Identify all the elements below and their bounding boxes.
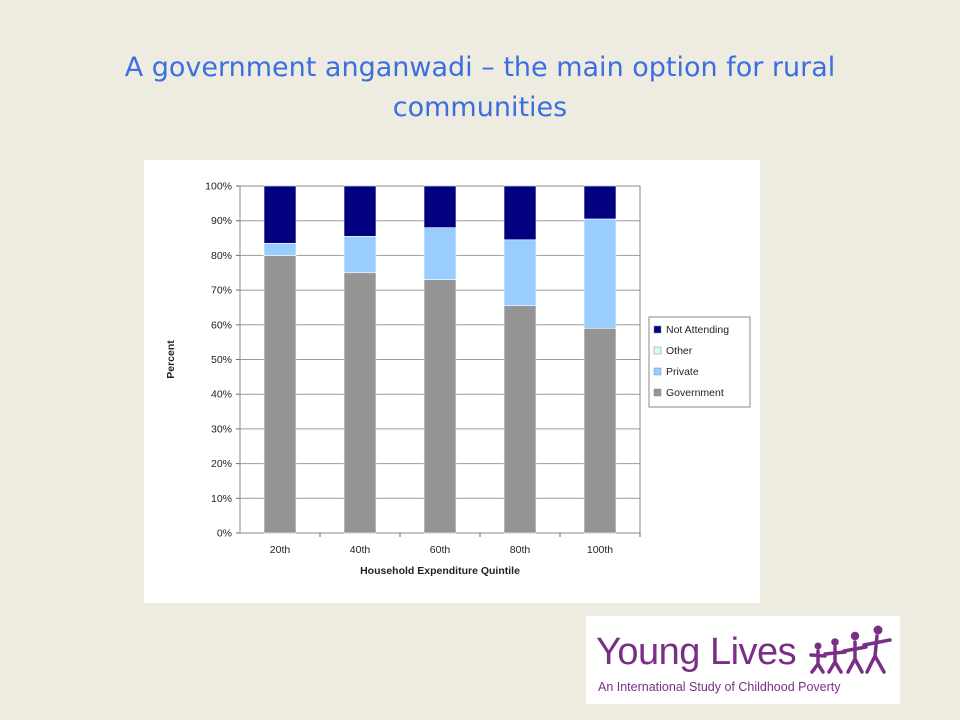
x-tick-label: 40th: [350, 544, 371, 556]
bar-segment-government: [423, 279, 457, 534]
stacked-bar-chart: 0% 10% 20% 30% 40% 50% 60% 70% 80% 90% 100% 20th 40t…: [165, 181, 751, 577]
x-tick-label: 20th: [270, 544, 291, 556]
y-tick-label: 80%: [211, 250, 232, 262]
logo-name: Young Lives: [596, 631, 797, 673]
legend-swatch: [653, 346, 662, 355]
bar-segment-not-attending: [263, 185, 297, 244]
bar-segment-not-attending: [343, 185, 377, 237]
bar-segment-government: [503, 305, 537, 534]
y-tick-label: 50%: [211, 354, 232, 366]
bar-segment-private: [583, 218, 617, 329]
x-tick-label: 60th: [430, 544, 451, 556]
slide-title-line-2: communities: [392, 92, 568, 123]
legend-label: Not Attending: [666, 324, 729, 336]
x-axis-title: Household Expenditure Quintile: [360, 565, 520, 577]
y-tick-label: 70%: [211, 285, 232, 297]
chart-panel: 0% 10% 20% 30% 40% 50% 60% 70% 80% 90% 100% 20th 40t…: [144, 160, 760, 603]
logo-tagline: An International Study of Childhood Pove…: [598, 680, 841, 694]
legend-label: Private: [666, 366, 699, 378]
bar-segment-government: [343, 272, 377, 534]
x-tick-label: 100th: [587, 544, 613, 556]
y-tick-label: 10%: [211, 493, 232, 505]
y-tick-label: 100%: [205, 181, 232, 193]
y-tick-label: 90%: [211, 215, 232, 227]
bar-segment-private: [263, 242, 297, 256]
bar-segment-private: [343, 236, 377, 274]
y-axis-title: Percent: [165, 340, 177, 379]
bar-segment-government: [263, 255, 297, 534]
legend-label: Government: [666, 387, 724, 399]
x-tick-label: 80th: [510, 544, 531, 556]
y-tick-label: 60%: [211, 319, 232, 331]
bar-segment-government: [583, 327, 617, 534]
children-figures-icon: [809, 625, 892, 674]
legend-swatch: [653, 325, 662, 334]
bar-segment-private: [503, 239, 537, 307]
y-tick-label: 20%: [211, 458, 232, 470]
y-tick-label: 40%: [211, 389, 232, 401]
legend-label: Other: [666, 345, 693, 357]
slide-title: A government anganwadi – the main option…: [60, 48, 900, 128]
y-tick-label: 0%: [217, 528, 232, 540]
y-tick-label: 30%: [211, 423, 232, 435]
young-lives-logo: Young Lives An International Study of Ch…: [586, 616, 900, 704]
bar-segment-private: [423, 227, 457, 280]
slide-title-line-1: A government anganwadi – the main option…: [124, 52, 836, 83]
legend-swatch: [653, 388, 662, 397]
bar-segment-not-attending: [423, 185, 457, 228]
bar-segment-not-attending: [583, 185, 617, 220]
legend-swatch: [653, 367, 662, 376]
legend-box: [648, 316, 751, 408]
bar-segment-not-attending: [503, 185, 537, 241]
